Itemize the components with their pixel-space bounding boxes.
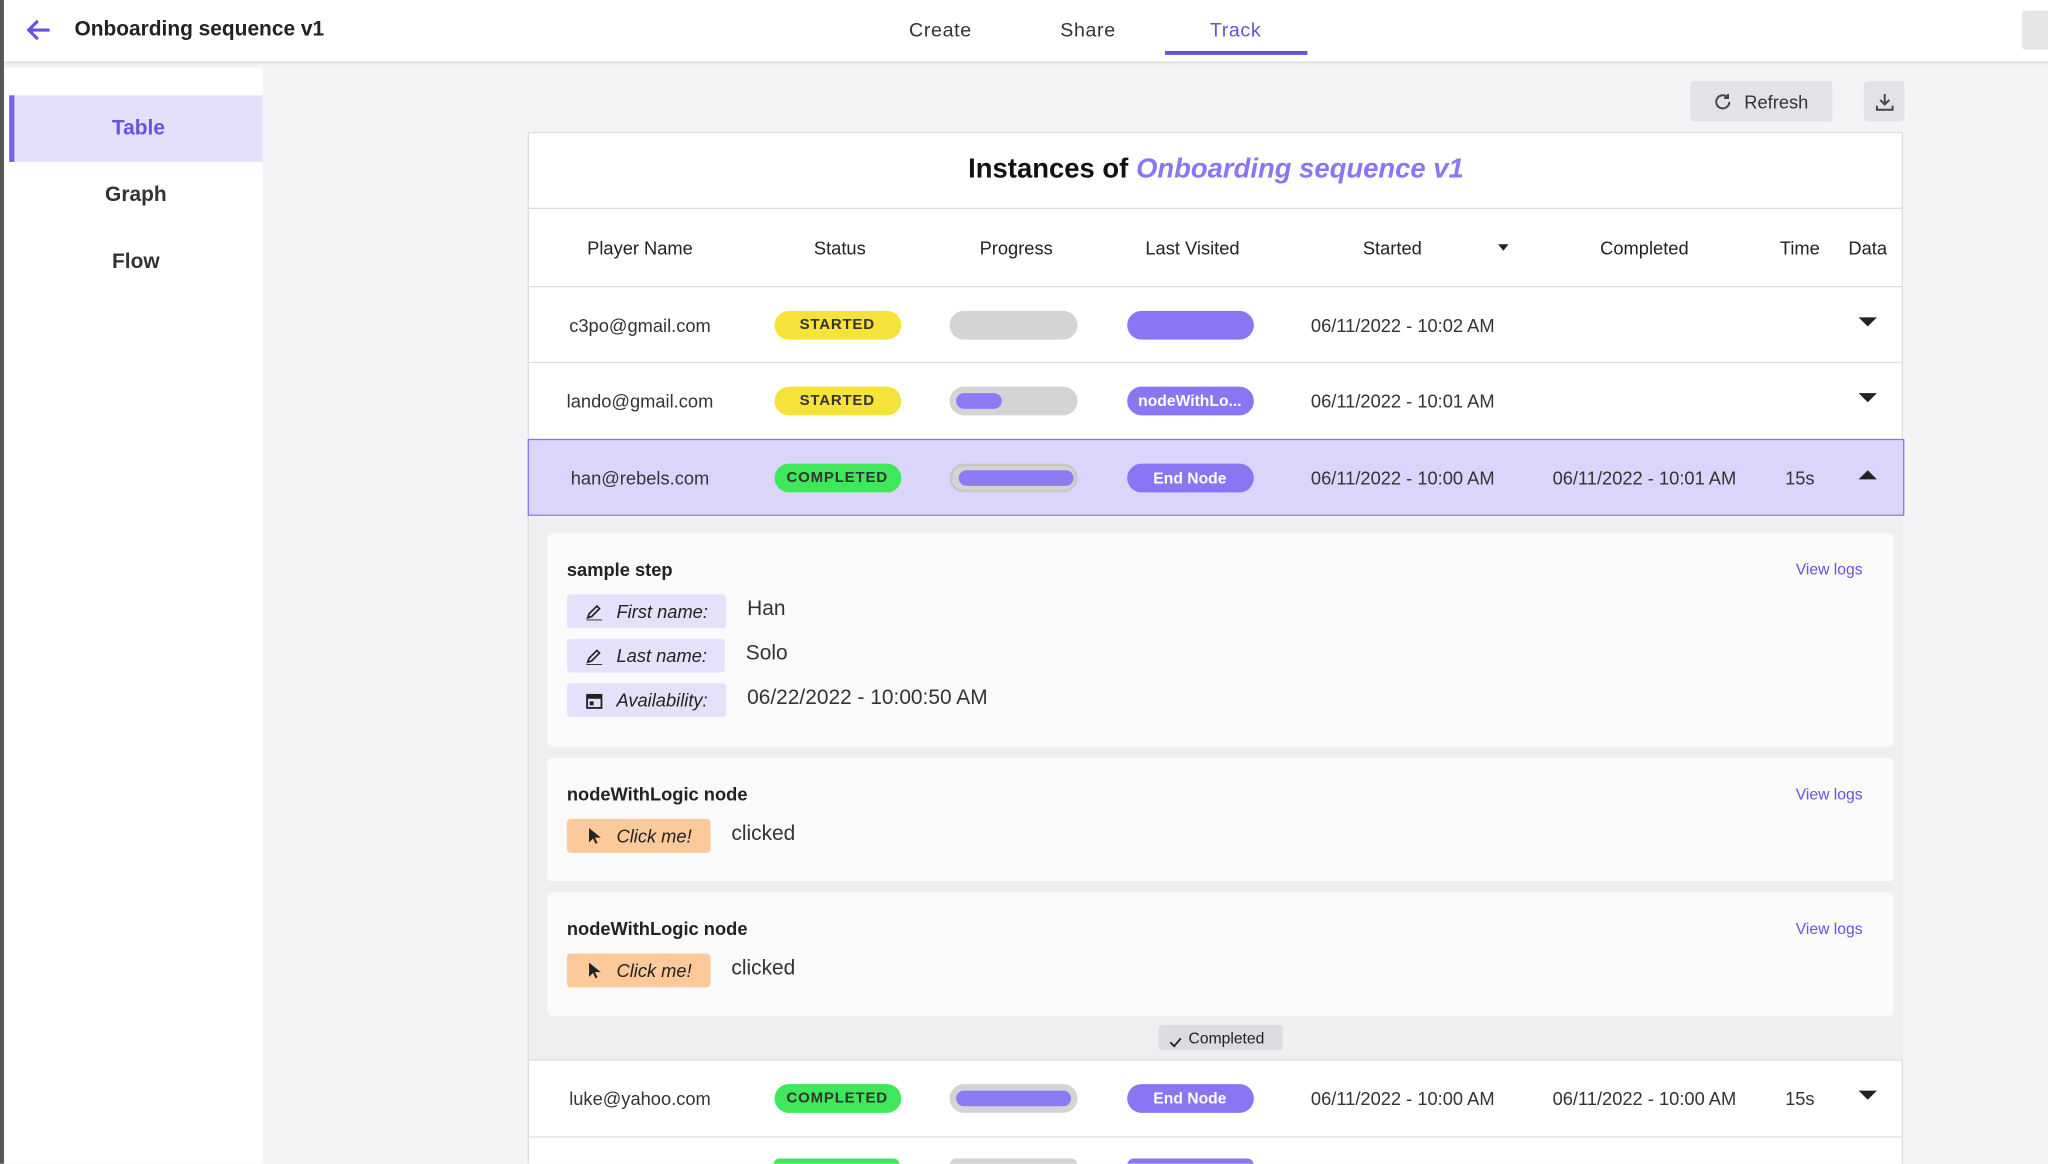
expand-toggle[interactable] [1857, 315, 1878, 333]
player-name: han@rebels.com [570, 466, 710, 488]
progress-track [949, 310, 1078, 339]
progress-track [949, 1158, 1078, 1164]
top-bar: Onboarding sequence v1 [3, 0, 2048, 62]
tab-underline [1165, 50, 1308, 55]
field-value: Han [747, 597, 786, 620]
player-name: lando@gmail.com [566, 390, 714, 412]
nav-tab[interactable]: Track [1209, 18, 1262, 42]
nav-tab[interactable]: Share [1060, 18, 1116, 42]
column-header: Started [1362, 237, 1422, 259]
field-tag: First name: [566, 593, 727, 628]
back-button[interactable] [26, 18, 52, 42]
sidebar-item[interactable]: Flow [112, 250, 160, 273]
progress-fill [958, 469, 1074, 486]
view-logs-link[interactable]: View logs [1795, 784, 1863, 803]
field-tag: Click me! [566, 818, 710, 853]
last-visited-pill [1127, 1158, 1254, 1164]
row-divider [528, 1135, 1904, 1137]
sidebar [5, 67, 263, 1164]
player-name: c3po@gmail.com [569, 314, 711, 336]
divider [528, 286, 1904, 288]
field-icon [585, 601, 606, 620]
last-visited-pill: End Node [1126, 1084, 1254, 1113]
last-visited-pill: End Node [1126, 463, 1254, 492]
column-header: Player Name [587, 237, 693, 259]
status-pill: STARTED [773, 310, 901, 339]
last-visited-pill [1126, 310, 1254, 339]
step-title: sample step [566, 558, 673, 580]
progress-track [949, 463, 1078, 492]
field-icon [585, 826, 606, 844]
column-header: Completed [1600, 237, 1689, 259]
view-logs-link[interactable]: View logs [1795, 559, 1863, 578]
field-label: Click me! [616, 959, 692, 981]
field-label: Click me! [616, 824, 692, 846]
last-visited-pill: nodeWithLo... [1126, 386, 1254, 416]
progress-fill [956, 393, 1003, 409]
step-card [547, 891, 1894, 1016]
nav-tab[interactable]: Create [909, 18, 972, 42]
page-title: Onboarding sequence v1 [74, 18, 325, 41]
status-pill: COMPLETED [773, 463, 901, 492]
field-label: First name: [616, 600, 708, 622]
step-title: nodeWithLogic node [566, 783, 748, 804]
field-tag: Last name: [566, 638, 726, 672]
field-tag: Click me! [566, 952, 710, 987]
field-tag: Availability: [566, 682, 726, 717]
row-divider [528, 361, 1904, 364]
table-title: Instances of Onboarding sequence v1 [529, 154, 1903, 185]
started-time: 06/11/2022 - 10:00 AM [1310, 466, 1495, 488]
sidebar-item[interactable]: Table [9, 95, 263, 162]
completed-time: 06/11/2022 - 10:01 AM [1552, 466, 1737, 488]
status-pill: STARTED [773, 386, 901, 416]
duration: 15s [1785, 1087, 1815, 1109]
started-time: 06/11/2022 - 10:01 AM [1310, 390, 1495, 412]
field-label: Availability: [616, 688, 708, 710]
title-prefix: Instances of [968, 154, 1129, 185]
started-time: 06/11/2022 - 10:02 AM [1310, 314, 1495, 336]
expand-toggle[interactable] [1857, 392, 1878, 410]
completed-time: 06/11/2022 - 10:00 AM [1552, 1087, 1737, 1109]
step-card [547, 532, 1894, 747]
view-logs-link[interactable]: View logs [1795, 918, 1863, 938]
progress-track [949, 386, 1078, 416]
divider [528, 207, 1904, 209]
field-value: clicked [731, 822, 796, 845]
progress-fill [956, 1090, 1072, 1107]
refresh-label: Refresh [1744, 90, 1809, 112]
completed-badge: Completed [1157, 1025, 1282, 1051]
column-header: Data [1848, 237, 1888, 259]
check-icon [1169, 1031, 1182, 1047]
field-icon [585, 690, 606, 709]
sort-icon[interactable] [1498, 244, 1509, 251]
column-header: Time [1779, 237, 1820, 259]
duration: 15s [1785, 466, 1815, 488]
column-header: Last Visited [1145, 237, 1240, 259]
field-icon [585, 961, 606, 979]
refresh-button[interactable]: Refresh [1690, 80, 1833, 122]
field-icon [585, 646, 606, 665]
field-value: clicked [731, 956, 796, 979]
row-divider [528, 1058, 1904, 1060]
status-pill: COMPLETED [773, 1084, 901, 1113]
player-name: luke@yahoo.com [569, 1087, 711, 1109]
started-time: 06/11/2022 - 10:00 AM [1310, 1087, 1495, 1109]
column-header: Status [813, 237, 866, 259]
sidebar-item[interactable]: Graph [105, 183, 167, 206]
field-value: 06/22/2022 - 10:00:50 AM [747, 686, 988, 709]
step-title: nodeWithLogic node [566, 917, 748, 939]
step-card [547, 756, 1894, 881]
progress-track [949, 1084, 1078, 1113]
field-value: Solo [745, 641, 788, 665]
field-label: Last name: [616, 644, 707, 666]
menu-button[interactable] [2021, 10, 2048, 50]
expand-toggle[interactable] [1857, 1089, 1878, 1107]
status-pill [773, 1158, 900, 1164]
expand-toggle[interactable] [1857, 468, 1878, 486]
title-name: Onboarding sequence v1 [1136, 154, 1464, 185]
download-button[interactable] [1863, 80, 1905, 122]
column-header: Progress [979, 237, 1053, 259]
